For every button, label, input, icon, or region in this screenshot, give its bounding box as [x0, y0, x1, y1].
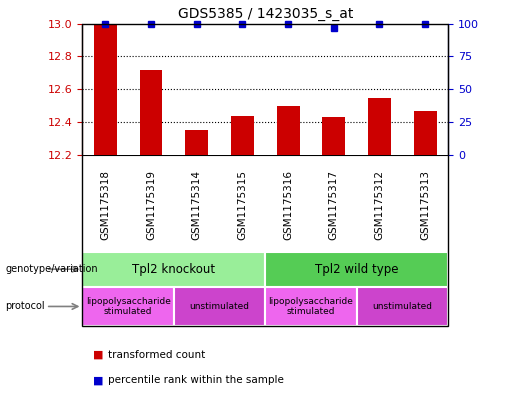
Text: unstimulated: unstimulated [190, 302, 250, 311]
Bar [82, 252, 265, 287]
Text: Tpl2 knockout: Tpl2 knockout [132, 263, 215, 275]
Bar [231, 116, 254, 155]
Text: ■: ■ [93, 375, 103, 385]
Text: GSM1175312: GSM1175312 [374, 170, 385, 240]
Text: GSM1175315: GSM1175315 [237, 170, 247, 240]
Bar [174, 287, 265, 326]
Bar [265, 252, 448, 287]
Text: Tpl2 wild type: Tpl2 wild type [315, 263, 399, 275]
Text: lipopolysaccharide
stimulated: lipopolysaccharide stimulated [85, 297, 170, 316]
Bar [356, 287, 448, 326]
Bar [82, 287, 174, 326]
Bar [414, 111, 437, 155]
Bar [322, 118, 345, 155]
Text: GSM1175314: GSM1175314 [192, 170, 202, 240]
Text: GSM1175313: GSM1175313 [420, 170, 430, 240]
Text: GSM1175317: GSM1175317 [329, 170, 339, 240]
Text: ■: ■ [93, 350, 103, 360]
Bar [140, 70, 162, 155]
Text: protocol: protocol [5, 301, 45, 312]
Bar [265, 287, 356, 326]
Text: genotype/variation: genotype/variation [5, 264, 98, 274]
Bar [94, 24, 117, 155]
Text: transformed count: transformed count [108, 350, 205, 360]
Text: percentile rank within the sample: percentile rank within the sample [108, 375, 284, 385]
Bar [185, 130, 208, 155]
Text: GSM1175316: GSM1175316 [283, 170, 293, 240]
Bar [368, 97, 391, 155]
Title: GDS5385 / 1423035_s_at: GDS5385 / 1423035_s_at [178, 7, 353, 21]
Text: GSM1175319: GSM1175319 [146, 170, 156, 240]
Text: lipopolysaccharide
stimulated: lipopolysaccharide stimulated [268, 297, 353, 316]
Text: unstimulated: unstimulated [372, 302, 433, 311]
Bar [277, 106, 300, 155]
Text: GSM1175318: GSM1175318 [100, 170, 110, 240]
